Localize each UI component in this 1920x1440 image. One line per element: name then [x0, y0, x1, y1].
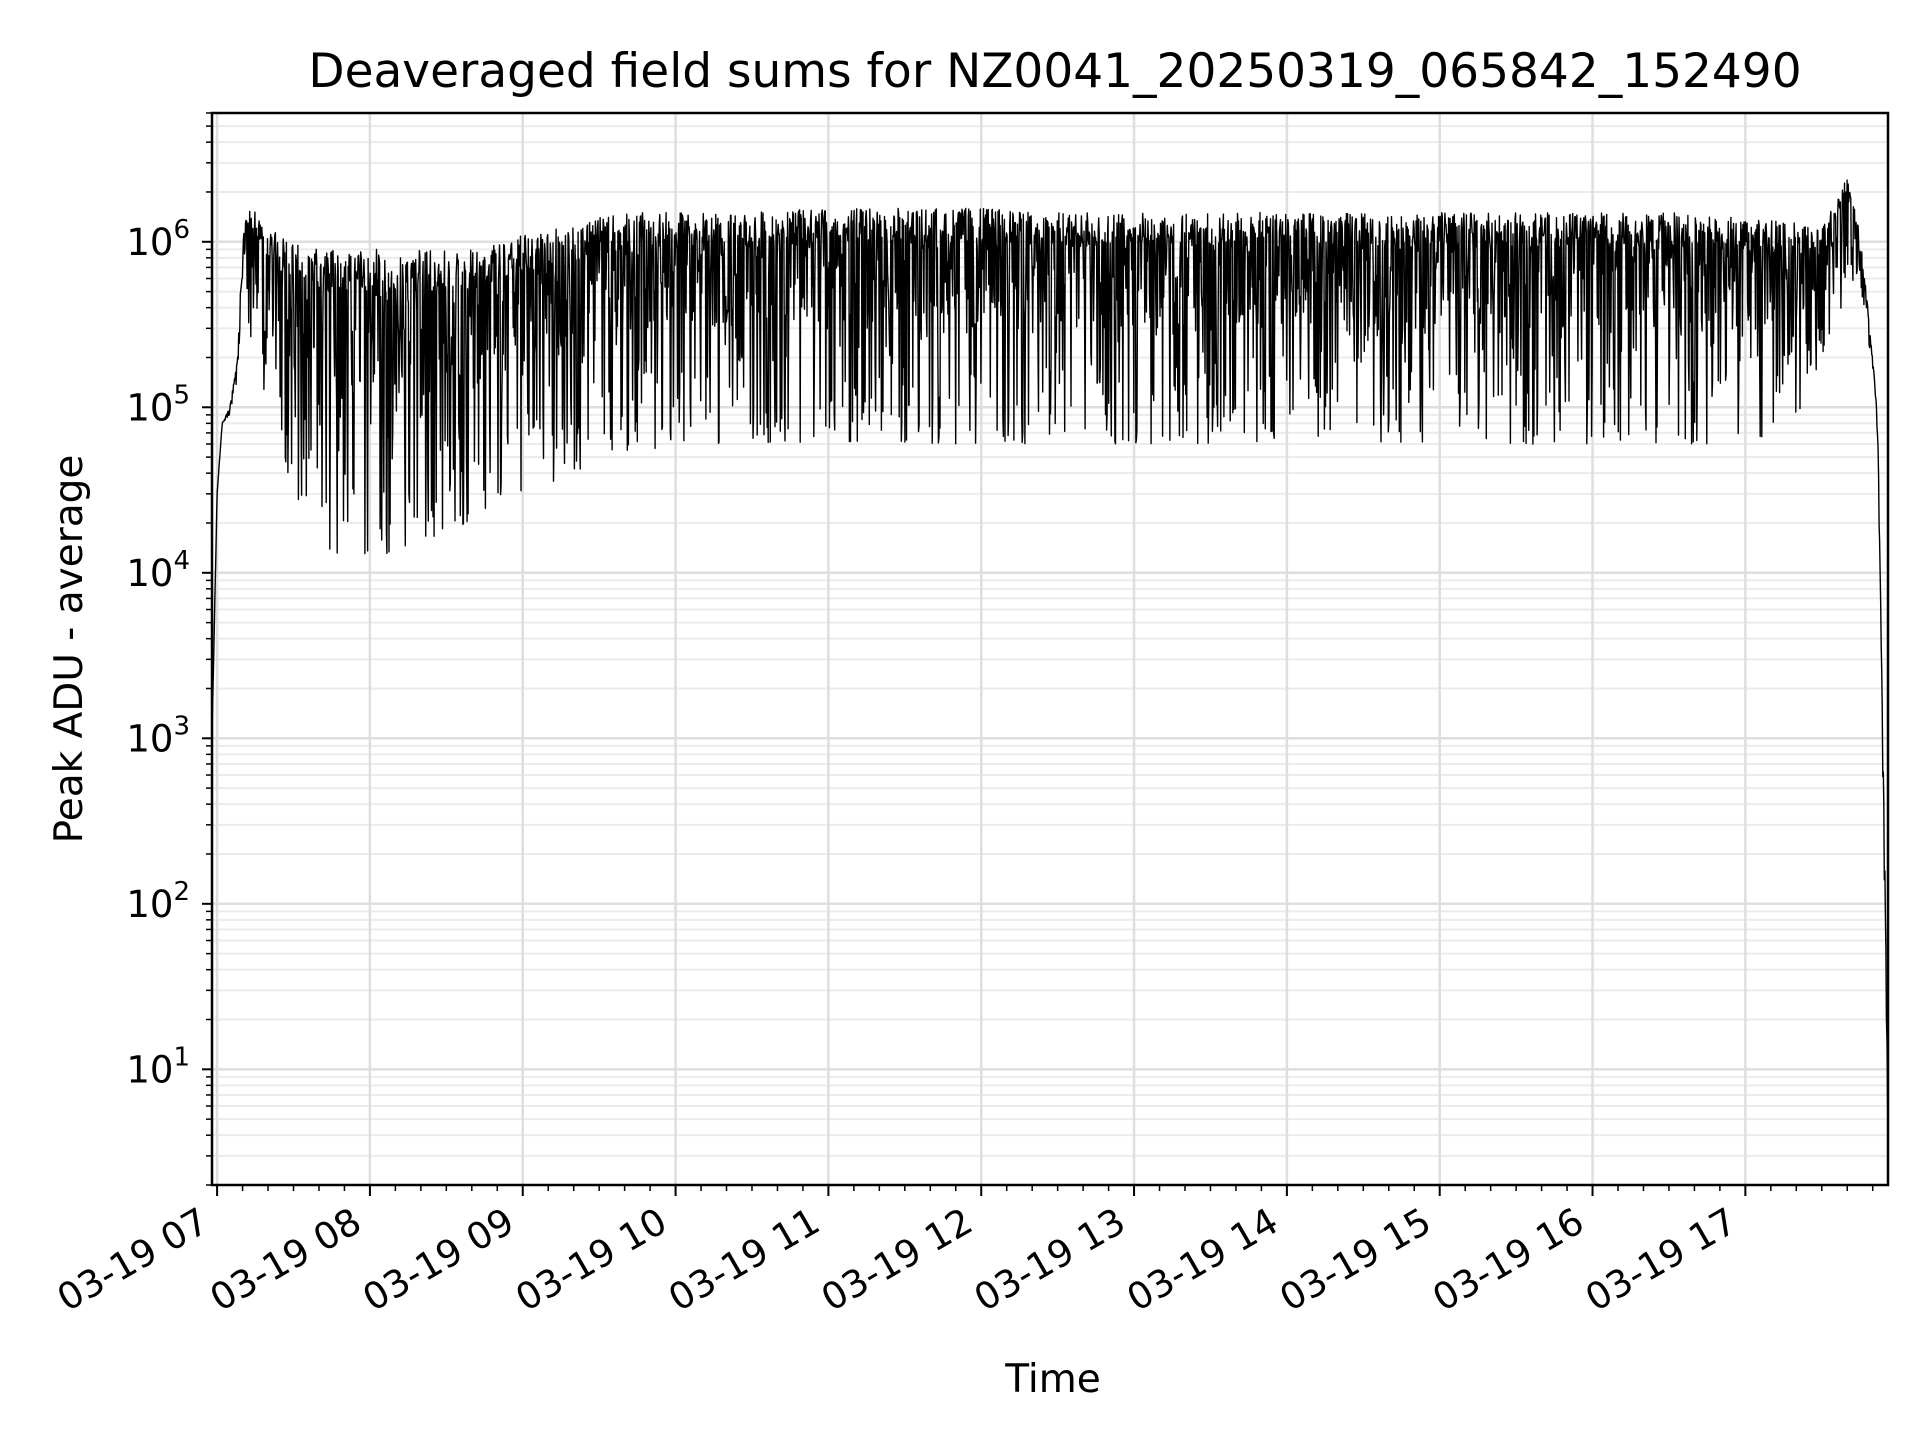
y-axis-title: Peak ADU - average — [47, 455, 92, 844]
y-tick-label: 106 — [126, 215, 190, 264]
y-tick-label-base: 10 — [126, 552, 173, 595]
y-tick-label-base: 10 — [126, 1048, 173, 1091]
y-tick-label-exponent: 3 — [173, 711, 190, 741]
x-axis-title: Time — [1004, 1357, 1100, 1402]
y-tick-label-exponent: 1 — [173, 1042, 190, 1072]
y-tick-label-base: 10 — [126, 386, 173, 429]
y-tick-label-base: 10 — [126, 883, 173, 926]
grid — [212, 112, 1888, 1186]
series-line — [211, 179, 1889, 1136]
series-peak-adu — [211, 179, 1889, 1136]
y-tick-label-exponent: 4 — [173, 546, 190, 576]
y-tick-label-exponent: 2 — [173, 877, 190, 907]
y-tick-label: 105 — [126, 380, 190, 429]
y-tick-label-base: 10 — [126, 221, 173, 264]
y-tick-label-exponent: 5 — [173, 380, 190, 410]
chart-title: Deaveraged field sums for NZ0041_2025031… — [308, 44, 1801, 99]
y-tick-label: 103 — [126, 711, 190, 760]
y-tick-label: 104 — [126, 546, 190, 595]
y-tick-label-exponent: 6 — [173, 215, 190, 245]
y-tick-label-base: 10 — [126, 717, 173, 760]
y-tick-label: 101 — [126, 1042, 190, 1091]
y-tick-label: 102 — [126, 877, 190, 926]
plot-frame — [210, 111, 1890, 1187]
